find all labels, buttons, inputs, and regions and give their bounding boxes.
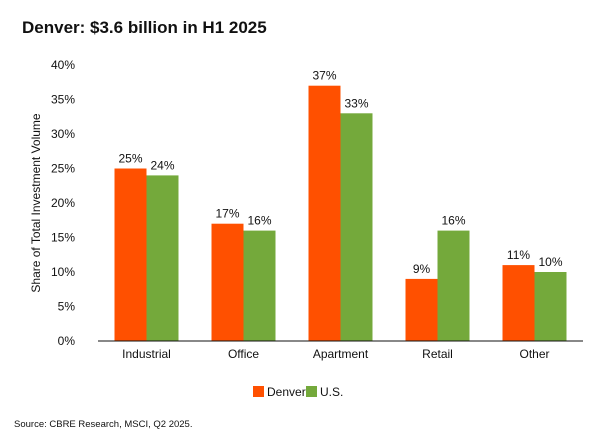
chart-title: Denver: $3.6 billion in H1 2025 — [22, 18, 267, 37]
legend: Denver U.S. — [253, 385, 343, 399]
x-axis: Industrial Office Apartment Retail Other — [98, 340, 583, 361]
x-tick-label: Industrial — [122, 347, 171, 361]
data-label: 10% — [538, 255, 562, 269]
y-tick-label: 20% — [51, 196, 75, 210]
legend-swatch — [253, 386, 264, 397]
y-tick-label: 0% — [58, 334, 76, 348]
bar-denver-other — [502, 265, 535, 341]
source-note: Source: CBRE Research, MSCI, Q2 2025. — [14, 419, 193, 430]
legend-label: U.S. — [320, 385, 343, 399]
data-label: 24% — [150, 158, 174, 172]
y-tick-label: 5% — [58, 300, 76, 314]
data-label: 25% — [118, 152, 142, 166]
y-axis-label: Share of Total Investment Volume — [29, 113, 43, 293]
bar-u-s--apartment — [340, 113, 373, 341]
bar-u-s--industrial — [146, 175, 179, 341]
data-label: 16% — [441, 214, 465, 228]
y-tick-label: 35% — [51, 93, 75, 107]
data-label: 16% — [247, 214, 271, 228]
bar-u-s--retail — [437, 230, 470, 341]
y-tick-label: 25% — [51, 162, 75, 176]
y-axis: 0% 5% 10% 15% 20% 25% 30% 35% 40% — [51, 58, 75, 348]
y-tick-label: 40% — [51, 58, 75, 72]
data-label: 9% — [413, 262, 431, 276]
bar-u-s--office — [243, 230, 276, 341]
bar-u-s--other — [534, 272, 567, 341]
bar-denver-industrial — [114, 168, 147, 341]
data-label: 33% — [344, 96, 368, 110]
x-tick-label: Apartment — [313, 347, 369, 361]
bar-denver-office — [211, 223, 244, 341]
bar-denver-apartment — [308, 85, 341, 341]
legend-label: Denver — [267, 385, 306, 399]
data-label: 11% — [507, 248, 530, 262]
data-label: 17% — [215, 207, 239, 221]
data-label: 37% — [312, 69, 336, 83]
legend-swatch — [306, 386, 317, 397]
bar-denver-retail — [405, 278, 438, 341]
y-tick-label: 30% — [51, 127, 75, 141]
x-tick-label: Retail — [422, 347, 453, 361]
x-tick-label: Office — [228, 347, 259, 361]
y-tick-label: 15% — [51, 231, 75, 245]
y-tick-label: 10% — [51, 265, 75, 279]
x-tick-label: Other — [519, 347, 549, 361]
bar-series: 25% 24% 17% 16% 37% 33% 9% 16% 11% 10% — [114, 69, 567, 341]
